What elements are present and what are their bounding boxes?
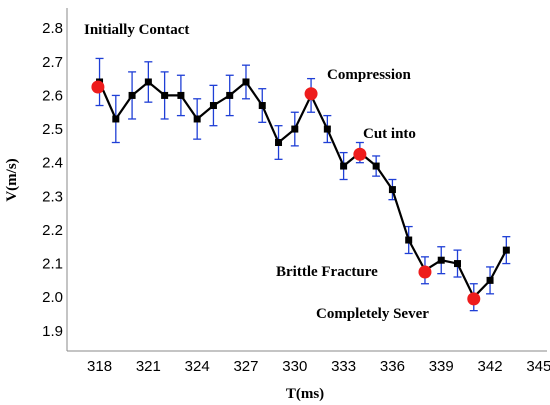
x-tick-label: 324 — [185, 358, 210, 375]
highlight-point — [418, 265, 432, 279]
y-tick-label: 2.1 — [42, 256, 63, 273]
y-tick-label: 1.9 — [42, 323, 63, 340]
data-point — [388, 186, 396, 194]
y-tick-label: 2.0 — [42, 289, 63, 306]
data-point — [226, 91, 234, 99]
x-tick-label: 339 — [429, 358, 454, 375]
highlight-point — [91, 80, 105, 94]
data-point — [128, 91, 136, 99]
y-tick-label: 2.6 — [42, 87, 63, 104]
data-point — [275, 139, 283, 147]
data-point — [193, 115, 201, 123]
data-point — [144, 78, 152, 86]
data-point — [258, 102, 266, 110]
y-tick-label: 2.7 — [42, 54, 63, 71]
data-point — [454, 260, 462, 268]
x-tick-label: 321 — [136, 358, 161, 375]
data-point — [209, 102, 217, 110]
x-tick-label: 318 — [87, 358, 112, 375]
y-axis-title: V(m/s) — [4, 158, 20, 201]
data-point — [242, 78, 250, 86]
highlight-points — [91, 80, 481, 306]
x-axis-title: T(ms) — [286, 386, 324, 402]
y-tick-label: 2.4 — [42, 155, 63, 172]
data-point — [372, 162, 380, 170]
data-point — [486, 276, 494, 284]
axes — [66, 8, 547, 352]
y-tick-label: 2.8 — [42, 20, 63, 37]
annotation-initially-contact: Initially Contact — [84, 22, 189, 38]
data-point — [502, 246, 510, 254]
data-point — [161, 91, 169, 99]
highlight-point — [353, 147, 367, 161]
annotation-completely-sever: Completely Sever — [316, 306, 429, 322]
x-tick-label: 345 — [526, 358, 550, 375]
x-tick-label: 327 — [233, 358, 258, 375]
y-tick-label: 2.5 — [42, 121, 63, 138]
data-point — [291, 125, 299, 133]
annotation-cut-into: Cut into — [363, 126, 416, 142]
tick-labels: 318 321 324 327 330 333 336 339 342 345 1.9 2.0 2.1 2… — [42, 20, 550, 375]
y-tick-label: 2.2 — [42, 222, 63, 239]
x-tick-label: 330 — [282, 358, 307, 375]
data-point — [177, 91, 185, 99]
y-tick-label: 2.3 — [42, 188, 63, 205]
annotation-brittle-fracture: Brittle Fracture — [276, 264, 378, 280]
annotation-compression: Compression — [327, 67, 412, 83]
x-tick-label: 333 — [331, 358, 356, 375]
data-point — [437, 256, 445, 264]
data-point — [405, 236, 413, 244]
data-point — [323, 125, 331, 133]
highlight-point — [467, 292, 481, 306]
data-point — [112, 115, 120, 123]
x-tick-label: 342 — [478, 358, 503, 375]
data-point — [340, 162, 348, 170]
x-tick-label: 336 — [380, 358, 405, 375]
highlight-point — [304, 87, 318, 101]
